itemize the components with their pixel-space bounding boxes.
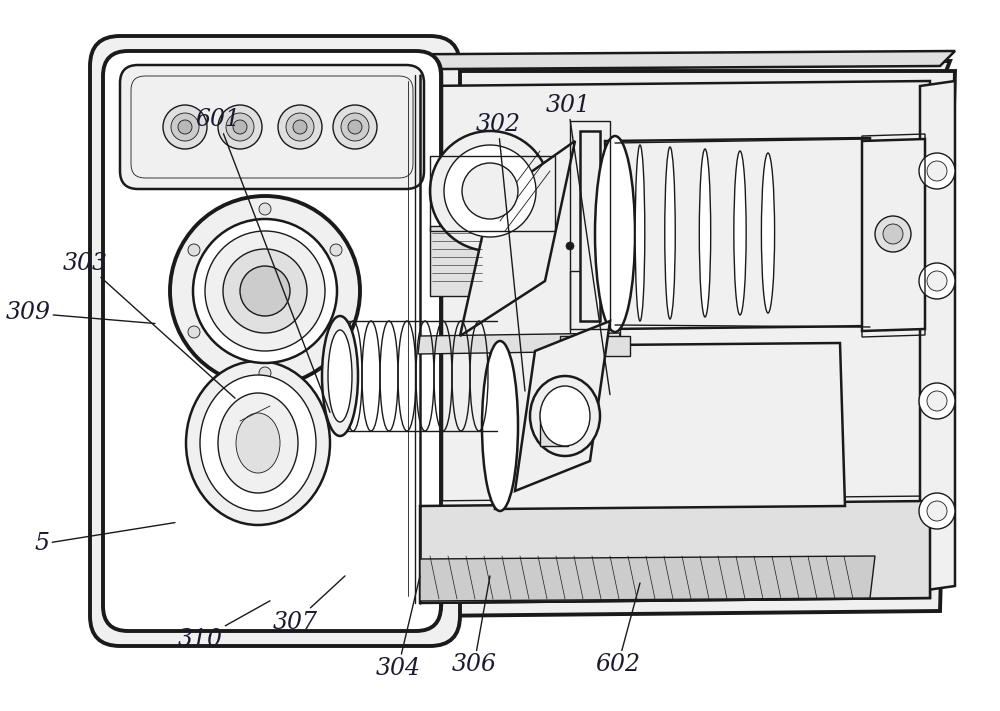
Polygon shape [418,333,620,354]
Text: 301: 301 [546,94,610,395]
Circle shape [178,120,192,134]
Ellipse shape [540,386,590,446]
Ellipse shape [595,136,635,332]
Circle shape [927,501,947,521]
Text: 302: 302 [476,113,525,391]
Circle shape [566,242,574,250]
Ellipse shape [665,147,675,319]
Ellipse shape [200,375,316,511]
Polygon shape [580,131,600,321]
Ellipse shape [322,316,358,436]
Polygon shape [135,61,950,116]
Circle shape [444,145,536,237]
Polygon shape [862,139,925,331]
Ellipse shape [328,330,352,422]
Circle shape [188,326,200,338]
Circle shape [927,391,947,411]
Circle shape [218,105,262,149]
Polygon shape [420,501,930,603]
Text: 310: 310 [178,601,270,651]
Ellipse shape [236,413,280,473]
Text: 304: 304 [376,576,420,680]
Circle shape [223,249,307,333]
Circle shape [875,216,911,252]
Circle shape [170,196,360,386]
Circle shape [341,113,369,141]
FancyBboxPatch shape [108,53,442,625]
Text: 602: 602 [596,583,640,676]
Circle shape [259,203,271,215]
Circle shape [919,263,955,299]
Circle shape [333,105,377,149]
Circle shape [171,113,199,141]
Ellipse shape [635,145,645,321]
Circle shape [430,131,550,251]
Circle shape [193,219,337,363]
FancyBboxPatch shape [90,36,460,646]
Polygon shape [490,343,845,509]
Polygon shape [420,496,930,603]
Polygon shape [420,71,955,616]
Bar [540,411,568,446]
Polygon shape [420,556,875,601]
Polygon shape [420,81,930,603]
Circle shape [226,113,254,141]
Circle shape [240,266,290,316]
Circle shape [883,224,903,244]
Circle shape [462,163,518,219]
Circle shape [163,105,207,149]
Ellipse shape [699,149,711,317]
Polygon shape [120,51,955,71]
Circle shape [919,383,955,419]
Text: 307: 307 [272,576,345,634]
Circle shape [927,271,947,291]
Text: 303: 303 [62,252,235,398]
Ellipse shape [734,151,746,315]
Text: 306: 306 [452,576,496,676]
Text: 5: 5 [34,523,175,555]
Circle shape [205,231,325,351]
Ellipse shape [186,361,330,525]
Text: 309: 309 [6,301,155,324]
Bar [570,271,620,346]
Circle shape [919,493,955,529]
Circle shape [330,326,342,338]
Ellipse shape [761,153,775,313]
Ellipse shape [218,393,298,493]
Circle shape [259,367,271,379]
FancyBboxPatch shape [120,65,424,189]
Text: 601: 601 [196,108,330,412]
Ellipse shape [482,341,518,511]
Circle shape [278,105,322,149]
FancyBboxPatch shape [103,51,441,631]
Bar [560,336,630,356]
Circle shape [927,161,947,181]
Circle shape [293,120,307,134]
Circle shape [919,153,955,189]
Circle shape [233,120,247,134]
Polygon shape [605,138,875,329]
Circle shape [286,113,314,141]
Circle shape [330,244,342,256]
Circle shape [188,244,200,256]
Ellipse shape [530,376,600,456]
Polygon shape [460,141,575,336]
Polygon shape [130,71,415,81]
Polygon shape [920,81,955,591]
Circle shape [348,120,362,134]
Polygon shape [515,321,610,491]
Bar [430,226,485,296]
